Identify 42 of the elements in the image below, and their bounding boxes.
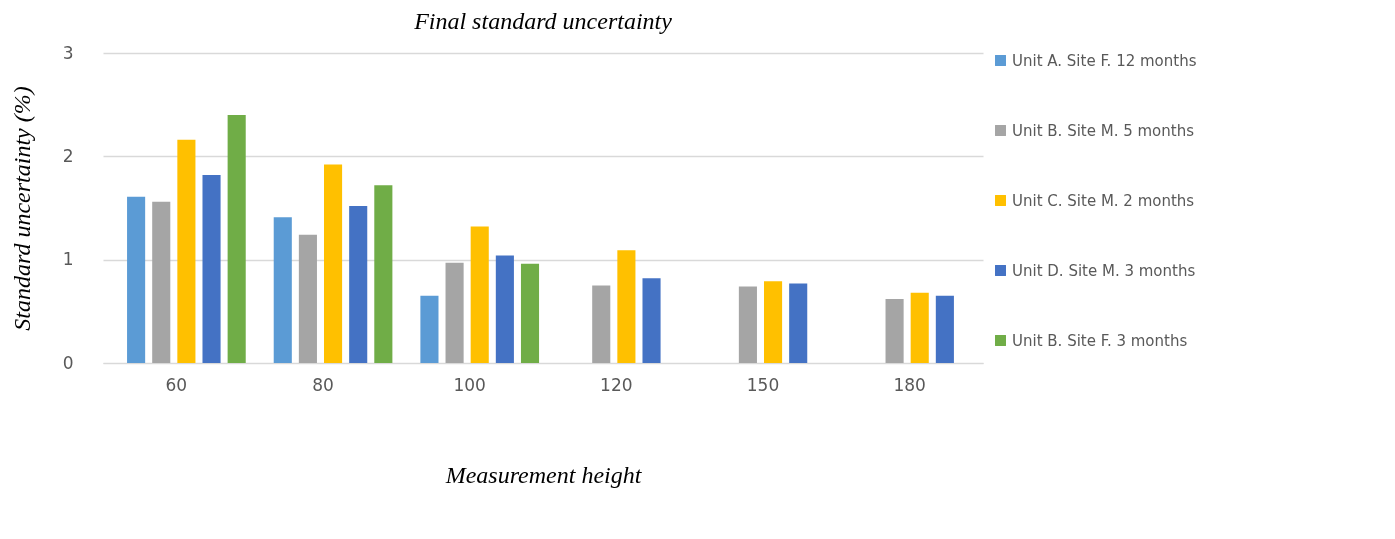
- x-tick-label: 180: [893, 374, 926, 395]
- y-tick-label: 1: [62, 249, 74, 270]
- y-tick-label: 3: [62, 42, 74, 63]
- bar: [495, 255, 514, 363]
- legend-label: Unit C. Site M. 2 months: [1012, 191, 1195, 210]
- bar: [324, 164, 343, 363]
- bar: [127, 196, 146, 363]
- bar: [642, 278, 661, 363]
- x-axis-title: Measurement height: [444, 461, 643, 488]
- legend-label: Unit A. Site F. 12 months: [1012, 51, 1197, 70]
- chart-title: Final standard uncertainty: [413, 8, 673, 34]
- bar: [617, 250, 636, 363]
- bar: [349, 205, 368, 363]
- y-tick-label: 2: [62, 145, 74, 166]
- x-tick-label: 80: [312, 374, 334, 395]
- bar: [592, 285, 611, 363]
- bar: [227, 115, 246, 363]
- bar: [470, 226, 489, 363]
- x-tick-label: 100: [453, 374, 486, 395]
- bar: [273, 217, 292, 363]
- bar: [935, 295, 954, 363]
- bar: [738, 286, 757, 363]
- bar: [445, 262, 464, 363]
- bar: [910, 292, 929, 363]
- x-tick-label: 150: [746, 374, 780, 395]
- y-axis-title: Standard uncertainty (%): [8, 86, 35, 331]
- legend-label: Unit B. Site M. 5 months: [1012, 121, 1195, 140]
- bar: [152, 201, 171, 363]
- x-tick-label: 60: [165, 374, 188, 395]
- bar: [520, 263, 540, 363]
- bar: [885, 298, 904, 363]
- bar: [202, 174, 221, 363]
- bar: [420, 295, 439, 363]
- y-tick-label: 0: [62, 352, 74, 373]
- legend-label: Unit D. Site M. 3 months: [1012, 261, 1196, 280]
- bar: [177, 139, 196, 363]
- x-tick-label: 120: [600, 374, 633, 395]
- bar: [764, 281, 783, 363]
- bar: [789, 283, 808, 363]
- legend-label: Unit B. Site F. 3 months: [1012, 331, 1188, 350]
- bar: [298, 234, 317, 363]
- bar: [374, 185, 393, 363]
